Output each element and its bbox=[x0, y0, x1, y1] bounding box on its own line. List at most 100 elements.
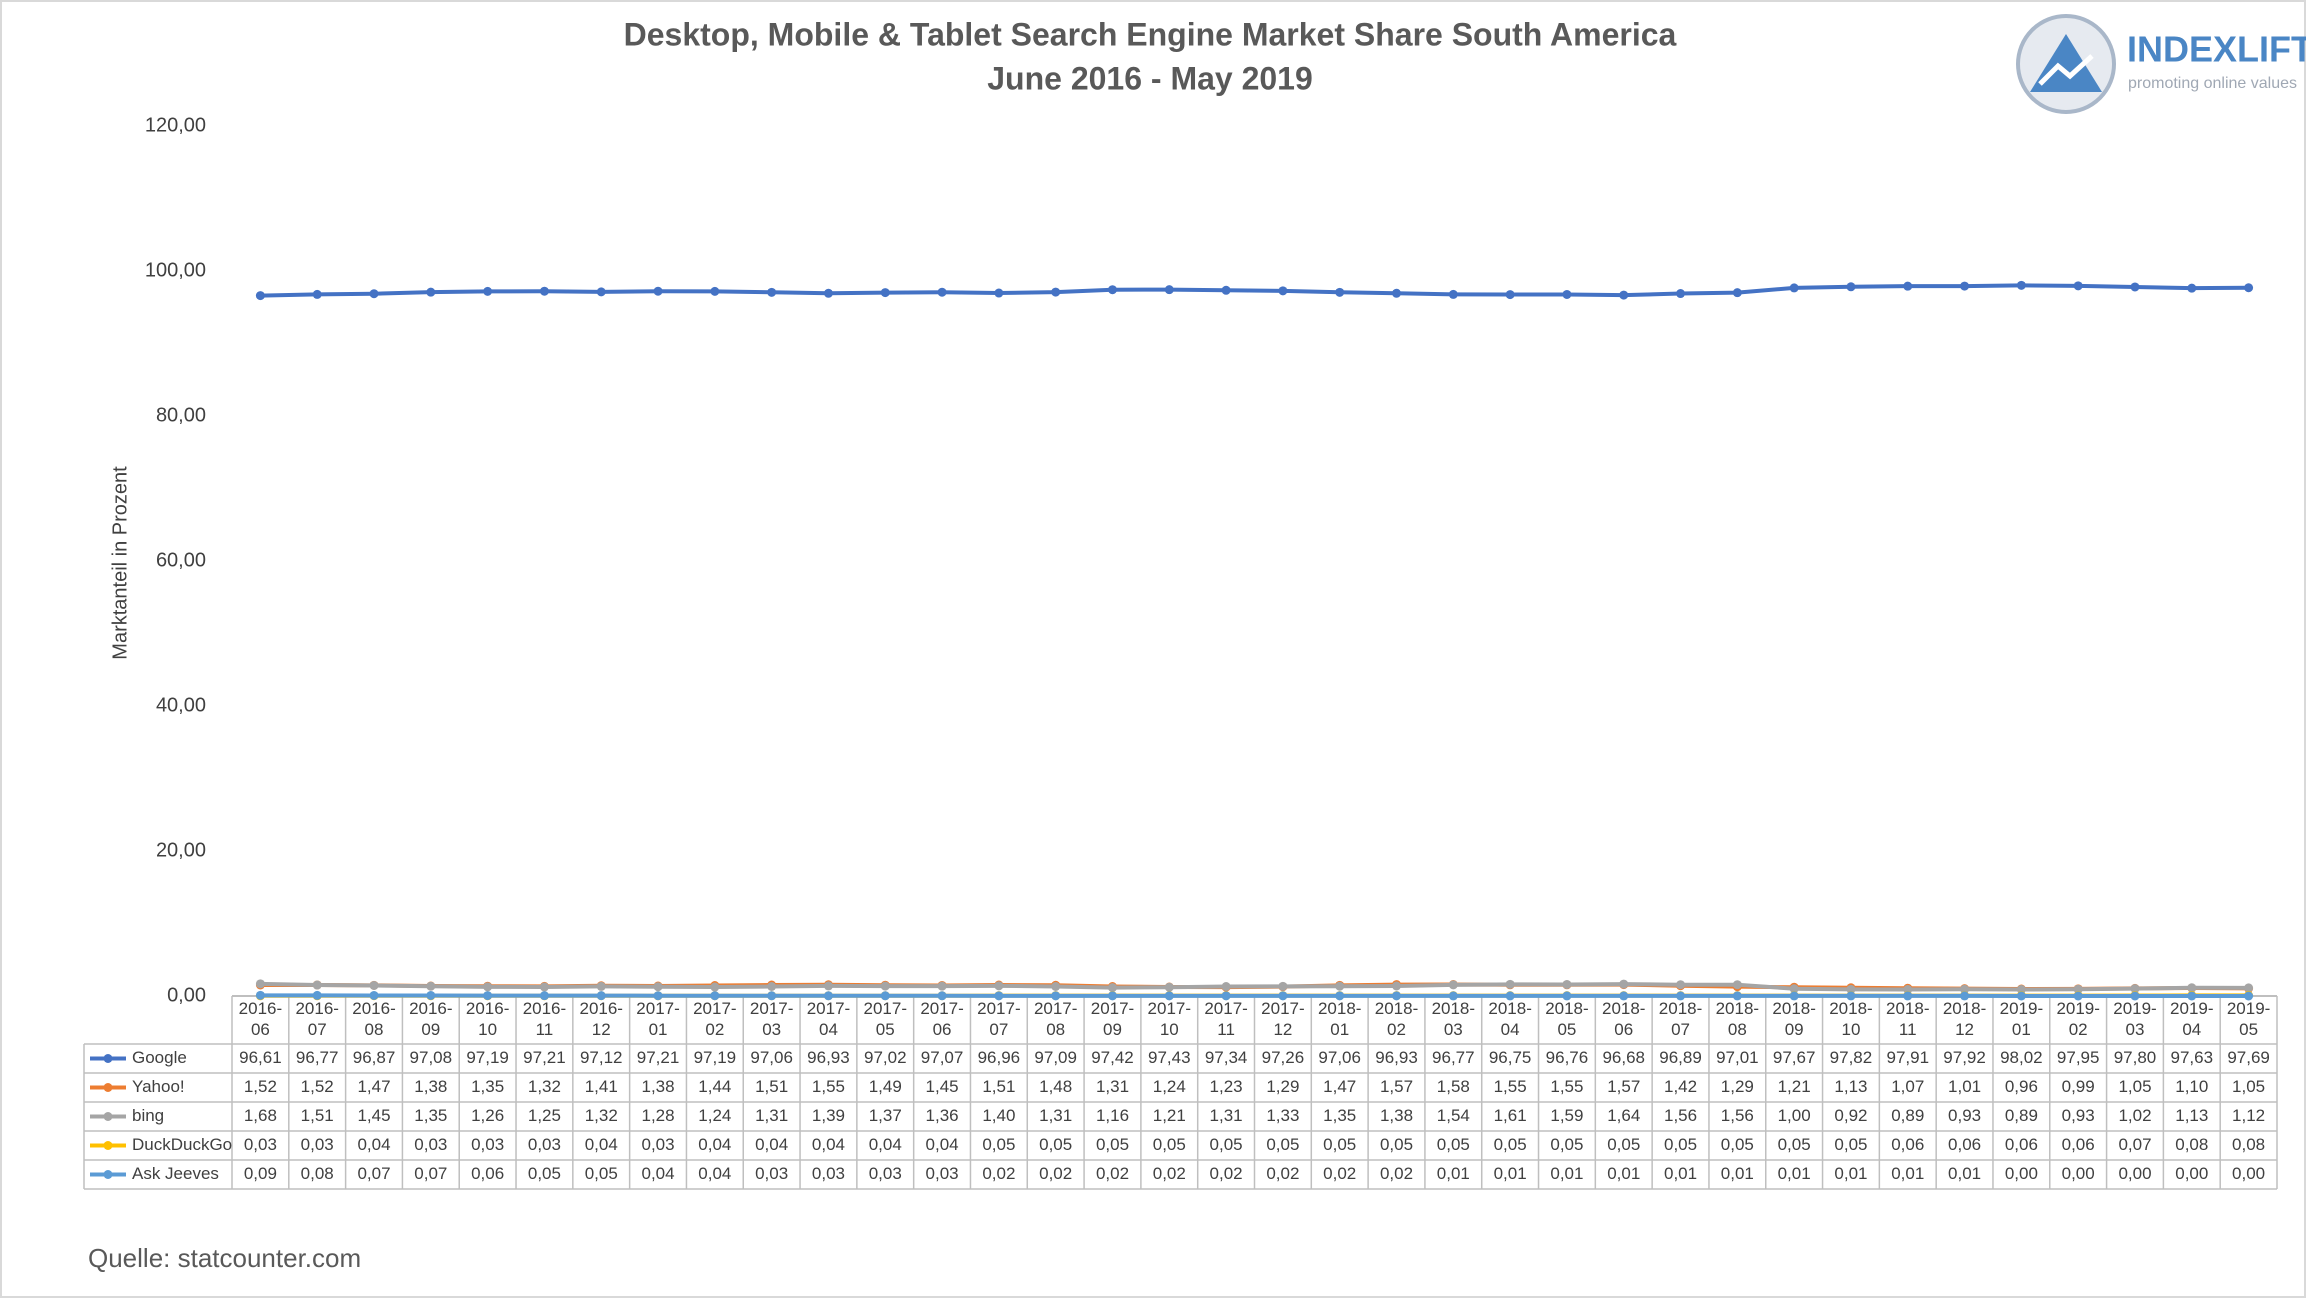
data-point bbox=[1448, 289, 1458, 299]
table-value: 1,56 bbox=[1664, 1106, 1697, 1125]
y-axis-label: Marktanteil in Prozent bbox=[109, 466, 131, 660]
table-value: 1,36 bbox=[926, 1106, 959, 1125]
table-value: 1,07 bbox=[1891, 1077, 1924, 1096]
table-value: 0,01 bbox=[1721, 1164, 1754, 1183]
data-point bbox=[483, 286, 493, 296]
series-line bbox=[260, 993, 2249, 998]
data-point bbox=[994, 288, 1004, 298]
table-value: 0,03 bbox=[869, 1164, 902, 1183]
x-tick-label: 2016-12 bbox=[579, 999, 622, 1039]
data-point bbox=[1107, 991, 1117, 1001]
table-value: 0,00 bbox=[2175, 1164, 2208, 1183]
table-value: 1,00 bbox=[1778, 1106, 1811, 1125]
data-point bbox=[1448, 991, 1458, 1001]
table-value: 0,01 bbox=[1778, 1164, 1811, 1183]
table-value: 1,23 bbox=[1210, 1077, 1243, 1096]
table-value: 0,03 bbox=[528, 1135, 561, 1154]
table-value: 1,29 bbox=[1721, 1077, 1754, 1096]
data-point bbox=[1164, 991, 1174, 1001]
table-value: 0,93 bbox=[1948, 1106, 1981, 1125]
table-value: 1,24 bbox=[1153, 1077, 1186, 1096]
table-value: 0,04 bbox=[755, 1135, 788, 1154]
table-value: 0,04 bbox=[641, 1164, 674, 1183]
data-point bbox=[1164, 285, 1174, 295]
data-point bbox=[1676, 289, 1686, 299]
data-point bbox=[2073, 281, 2083, 291]
table-value: 96,96 bbox=[978, 1048, 1021, 1067]
data-point bbox=[1051, 982, 1061, 992]
data-point bbox=[1676, 991, 1686, 1001]
x-tick-label: 2017-10 bbox=[1148, 999, 1191, 1039]
data-point bbox=[1221, 285, 1231, 295]
table-value: 0,01 bbox=[1494, 1164, 1527, 1183]
x-tick-label: 2018-09 bbox=[1772, 999, 1815, 1039]
table-value: 97,06 bbox=[1318, 1048, 1361, 1067]
data-point bbox=[937, 287, 947, 297]
table-value: 1,59 bbox=[1550, 1106, 1583, 1125]
table-value: 1,57 bbox=[1380, 1077, 1413, 1096]
table-value: 1,26 bbox=[471, 1106, 504, 1125]
table-value: 0,00 bbox=[2232, 1164, 2265, 1183]
data-point bbox=[1107, 983, 1117, 993]
table-value: 96,77 bbox=[1432, 1048, 1475, 1067]
table-value: 1,25 bbox=[528, 1106, 561, 1125]
table-value: 1,37 bbox=[869, 1106, 902, 1125]
x-tick-label: 2018-11 bbox=[1886, 999, 1929, 1039]
legend-marker bbox=[103, 1112, 113, 1121]
table-value: 0,01 bbox=[1834, 1164, 1867, 1183]
data-point bbox=[994, 981, 1004, 991]
legend-label: Google bbox=[132, 1048, 187, 1067]
data-point bbox=[539, 286, 549, 296]
table-value: 97,80 bbox=[2114, 1048, 2157, 1067]
x-tick-label: 2019-05 bbox=[2227, 999, 2270, 1039]
table-value: 1,47 bbox=[1323, 1077, 1356, 1096]
table-value: 97,09 bbox=[1034, 1048, 1077, 1067]
legend-label: Ask Jeeves bbox=[132, 1164, 219, 1183]
table-value: 0,03 bbox=[471, 1135, 504, 1154]
data-point bbox=[937, 981, 947, 991]
table-value: 1,31 bbox=[1039, 1106, 1072, 1125]
data-point bbox=[2244, 283, 2254, 293]
x-tick-label: 2017-01 bbox=[636, 999, 679, 1039]
data-point bbox=[1221, 982, 1231, 992]
data-point bbox=[1846, 984, 1856, 994]
data-point bbox=[596, 981, 606, 991]
table-value: 97,82 bbox=[1830, 1048, 1873, 1067]
table-value: 0,05 bbox=[1834, 1135, 1867, 1154]
table-value: 97,63 bbox=[2171, 1048, 2214, 1067]
table-value: 1,02 bbox=[2118, 1106, 2151, 1125]
table-value: 1,38 bbox=[1380, 1106, 1413, 1125]
data-point bbox=[2016, 280, 2026, 290]
data-point bbox=[2130, 282, 2140, 292]
legend-label: Yahoo! bbox=[132, 1077, 185, 1096]
data-point bbox=[710, 982, 720, 992]
data-point bbox=[1448, 980, 1458, 990]
data-point bbox=[767, 287, 777, 297]
x-tick-label: 2017-05 bbox=[864, 999, 907, 1039]
table-value: 1,39 bbox=[812, 1106, 845, 1125]
table-value: 0,08 bbox=[301, 1164, 334, 1183]
table-value: 0,05 bbox=[1437, 1135, 1470, 1154]
table-value: 0,05 bbox=[1778, 1135, 1811, 1154]
data-point bbox=[937, 991, 947, 1001]
data-point bbox=[1903, 281, 1913, 291]
data-point bbox=[1960, 991, 1970, 1001]
table-value: 1,21 bbox=[1778, 1077, 1811, 1096]
data-point bbox=[1335, 287, 1345, 297]
data-point bbox=[426, 287, 436, 297]
table-value: 96,75 bbox=[1489, 1048, 1532, 1067]
table-value: 0,01 bbox=[1550, 1164, 1583, 1183]
data-point bbox=[1562, 991, 1572, 1001]
table-value: 0,05 bbox=[585, 1164, 618, 1183]
data-point bbox=[2130, 984, 2140, 994]
data-point bbox=[1278, 991, 1288, 1001]
table-value: 97,07 bbox=[921, 1048, 964, 1067]
x-tick-label: 2018-01 bbox=[1318, 999, 1361, 1039]
table-value: 1,33 bbox=[1266, 1106, 1299, 1125]
table-value: 1,51 bbox=[982, 1077, 1015, 1096]
table-value: 0,01 bbox=[1607, 1164, 1640, 1183]
y-tick-label: 40,00 bbox=[156, 694, 206, 716]
table-value: 0,93 bbox=[2062, 1106, 2095, 1125]
table-value: 0,03 bbox=[414, 1135, 447, 1154]
table-value: 0,05 bbox=[1664, 1135, 1697, 1154]
